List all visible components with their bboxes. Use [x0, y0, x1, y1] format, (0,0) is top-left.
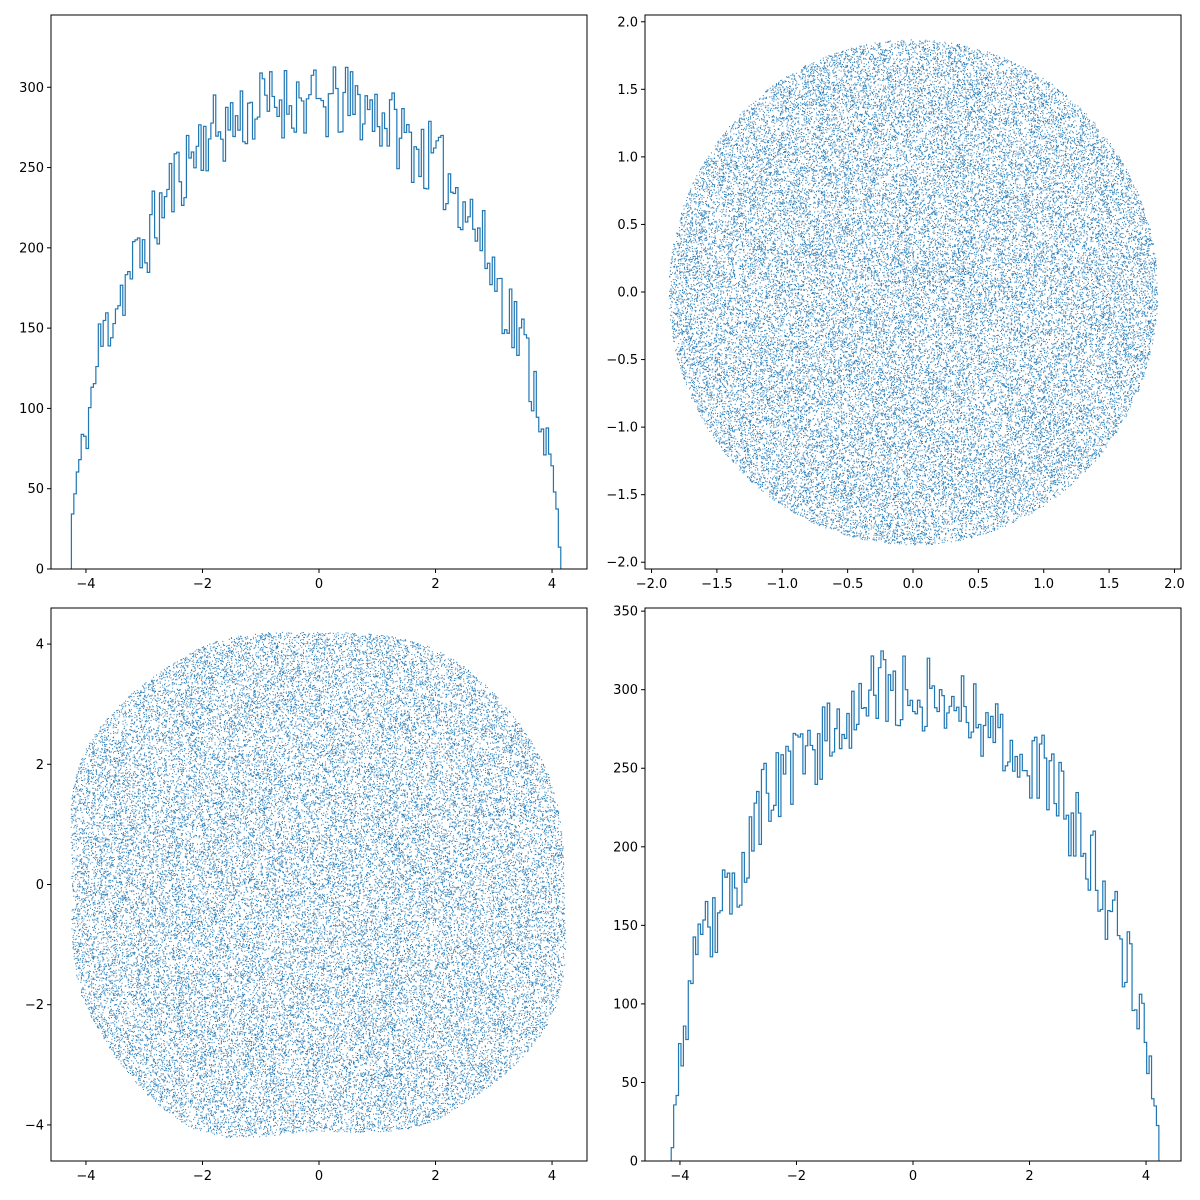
top-left-plot-area	[70, 66, 562, 569]
top-right-x-tick-label: 0.5	[968, 577, 989, 592]
top-left-x-tick-label: −4	[76, 577, 95, 592]
bottom-left-x-ticks: −4 −2 0 2 4	[76, 1161, 556, 1184]
bottom-right-x-tick-label: 0	[909, 1169, 917, 1184]
top-right-x-tick-label: −0.5	[832, 577, 864, 592]
top-left-y-tick-label: 50	[27, 482, 44, 497]
bottom-right-y-tick-label: 0	[630, 1155, 638, 1170]
bottom-right-y-tick-label: 200	[613, 840, 638, 855]
panel-top-right-scatter: −2.0 −1.5 −1.0 −0.5 0.0 0.5 1.0 1.5 2.0 −2.0 −1.5…	[606, 14, 1185, 592]
top-left-x-tick-label: −2	[193, 577, 212, 592]
panel-bottom-left-scatter: −4 −2 0 2 4 −4 −2 0 2 4	[25, 607, 588, 1184]
top-left-y-tick-label: 200	[19, 241, 44, 256]
top-right-y-tick-label: 1.0	[617, 150, 638, 165]
top-left-y-tick-label: 100	[19, 402, 44, 417]
bottom-left-x-tick-label: 2	[431, 1169, 439, 1184]
top-left-x-tick-label: 2	[431, 577, 439, 592]
bottom-right-y-tick-label: 250	[613, 762, 638, 777]
bottom-left-y-ticks: −4 −2 0 2 4	[25, 638, 51, 1133]
bottom-left-plot-area	[70, 631, 567, 1138]
bottom-right-x-tick-label: 4	[1142, 1169, 1150, 1184]
top-left-y-ticks: 0 50 100 150 200 250 300	[19, 81, 51, 578]
top-right-y-tick-label: −0.5	[606, 353, 638, 368]
top-right-y-tick-label: −2.0	[606, 556, 638, 571]
top-left-y-tick-label: 300	[19, 81, 44, 96]
top-left-histogram-step-line	[70, 66, 562, 569]
top-left-x-tick-label: 4	[548, 577, 556, 592]
top-right-x-tick-label: 2.0	[1164, 577, 1185, 592]
panel-top-left-histogram: −4 −2 0 2 4 0 50 100 150 200 250 300	[19, 14, 588, 592]
bottom-right-y-tick-label: 100	[613, 997, 638, 1012]
top-right-x-tick-label: 1.5	[1099, 577, 1120, 592]
bottom-right-y-tick-label: 50	[621, 1076, 638, 1091]
top-left-y-tick-label: 0	[36, 563, 44, 578]
bottom-right-x-ticks: −4 −2 0 2 4	[670, 1161, 1150, 1184]
bottom-left-y-tick-label: −2	[25, 998, 44, 1013]
bottom-left-y-tick-label: 0	[36, 878, 44, 893]
top-left-x-ticks: −4 −2 0 2 4	[76, 569, 556, 592]
bottom-left-y-tick-label: 2	[36, 758, 44, 773]
bottom-right-plot-area	[670, 650, 1160, 1161]
top-right-x-tick-label: −2.0	[636, 577, 668, 592]
top-right-plot-area	[668, 39, 1159, 546]
bottom-right-histogram-step-line	[670, 650, 1160, 1161]
bottom-left-scatter-points	[70, 631, 567, 1138]
bottom-left-x-tick-label: −2	[193, 1169, 212, 1184]
top-right-y-tick-label: 0.5	[617, 218, 638, 233]
bottom-right-y-tick-label: 350	[613, 605, 638, 620]
top-right-scatter-points	[668, 39, 1159, 546]
bottom-left-x-tick-label: −4	[76, 1169, 95, 1184]
top-left-y-tick-label: 250	[19, 161, 44, 176]
bottom-left-y-tick-label: 4	[36, 638, 44, 653]
top-right-y-tick-label: 1.5	[617, 83, 638, 98]
bottom-right-x-tick-label: 2	[1025, 1169, 1033, 1184]
top-right-x-tick-label: 0.0	[903, 577, 924, 592]
top-right-x-tick-label: 1.0	[1033, 577, 1054, 592]
top-right-y-ticks: −2.0 −1.5 −1.0 −0.5 0.0 0.5 1.0 1.5 2.0	[606, 15, 645, 571]
top-left-x-tick-label: 0	[315, 577, 323, 592]
bottom-right-x-tick-label: −2	[787, 1169, 806, 1184]
top-right-y-tick-label: −1.5	[606, 488, 638, 503]
top-right-y-tick-label: −1.0	[606, 421, 638, 436]
bottom-right-x-tick-label: −4	[670, 1169, 689, 1184]
bottom-left-y-tick-label: −4	[25, 1118, 44, 1133]
top-right-y-tick-label: 2.0	[617, 15, 638, 30]
bottom-left-x-tick-label: 0	[315, 1169, 323, 1184]
bottom-left-x-tick-label: 4	[548, 1169, 556, 1184]
top-left-y-tick-label: 150	[19, 322, 44, 337]
top-right-x-tick-label: −1.5	[701, 577, 733, 592]
top-right-x-tick-label: −1.0	[766, 577, 798, 592]
bottom-right-y-tick-label: 300	[613, 683, 638, 698]
top-right-x-ticks: −2.0 −1.5 −1.0 −0.5 0.0 0.5 1.0 1.5 2.0	[636, 569, 1185, 592]
bottom-right-y-tick-label: 150	[613, 919, 638, 934]
panel-bottom-right-histogram: −4 −2 0 2 4 0 50 100 150 200 250 300 350	[613, 605, 1182, 1184]
bottom-right-y-ticks: 0 50 100 150 200 250 300 350	[613, 605, 645, 1170]
top-right-y-tick-label: 0.0	[617, 286, 638, 301]
